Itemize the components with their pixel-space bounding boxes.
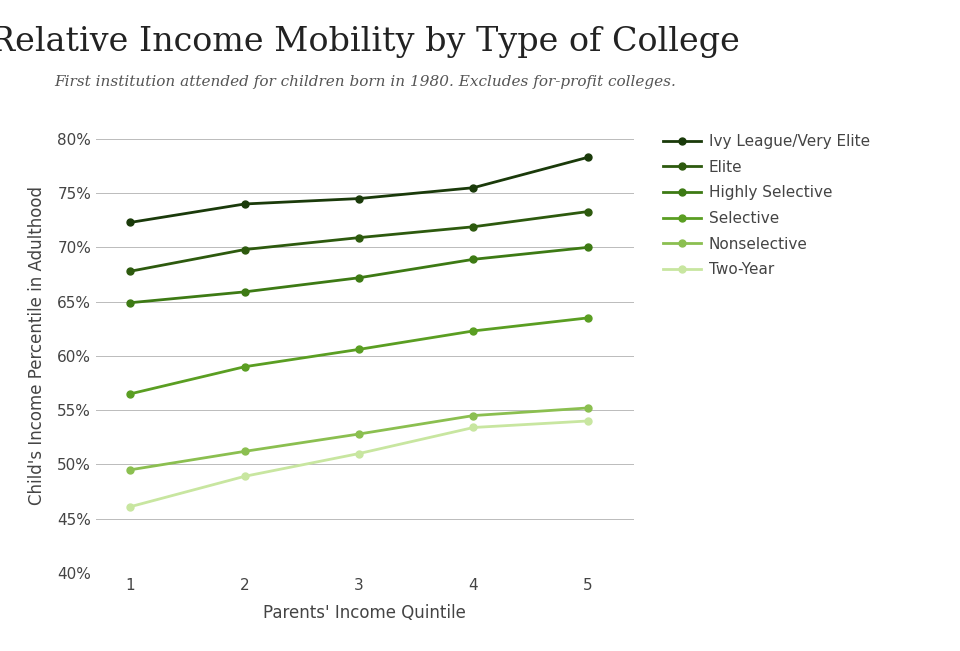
Highly Selective bbox=[125, 299, 136, 307]
Selective bbox=[239, 363, 251, 370]
Line: Ivy League/Very Elite: Ivy League/Very Elite bbox=[127, 154, 591, 226]
Legend: Ivy League/Very Elite, Elite, Highly Selective, Selective, Nonselective, Two-Yea: Ivy League/Very Elite, Elite, Highly Sel… bbox=[662, 134, 870, 277]
Two-Year bbox=[582, 417, 593, 425]
Text: Relative Income Mobility by Type of College: Relative Income Mobility by Type of Coll… bbox=[0, 26, 740, 58]
Elite bbox=[353, 234, 365, 242]
Ivy League/Very Elite bbox=[468, 184, 479, 191]
Two-Year bbox=[353, 450, 365, 458]
Ivy League/Very Elite bbox=[125, 219, 136, 227]
Selective bbox=[125, 390, 136, 398]
X-axis label: Parents' Income Quintile: Parents' Income Quintile bbox=[263, 604, 467, 622]
Nonselective bbox=[239, 447, 251, 455]
Line: Two-Year: Two-Year bbox=[127, 417, 591, 510]
Text: First institution attended for children born in 1980. Excludes for-profit colleg: First institution attended for children … bbox=[54, 75, 676, 89]
Highly Selective bbox=[239, 288, 251, 296]
Selective bbox=[353, 346, 365, 353]
Line: Highly Selective: Highly Selective bbox=[127, 244, 591, 306]
Line: Selective: Selective bbox=[127, 314, 591, 397]
Nonselective bbox=[468, 411, 479, 419]
Selective bbox=[468, 327, 479, 335]
Elite bbox=[239, 245, 251, 253]
Selective bbox=[582, 314, 593, 322]
Two-Year bbox=[239, 473, 251, 480]
Ivy League/Very Elite bbox=[582, 154, 593, 161]
Ivy League/Very Elite bbox=[239, 200, 251, 208]
Highly Selective bbox=[468, 255, 479, 263]
Ivy League/Very Elite bbox=[353, 195, 365, 202]
Nonselective bbox=[125, 466, 136, 474]
Highly Selective bbox=[353, 274, 365, 282]
Elite bbox=[582, 208, 593, 215]
Highly Selective bbox=[582, 243, 593, 251]
Nonselective bbox=[353, 430, 365, 438]
Line: Elite: Elite bbox=[127, 208, 591, 275]
Two-Year bbox=[468, 424, 479, 432]
Y-axis label: Child's Income Percentile in Adulthood: Child's Income Percentile in Adulthood bbox=[28, 186, 46, 505]
Elite bbox=[125, 268, 136, 275]
Nonselective bbox=[582, 404, 593, 412]
Line: Nonselective: Nonselective bbox=[127, 404, 591, 473]
Two-Year bbox=[125, 503, 136, 510]
Elite bbox=[468, 223, 479, 230]
